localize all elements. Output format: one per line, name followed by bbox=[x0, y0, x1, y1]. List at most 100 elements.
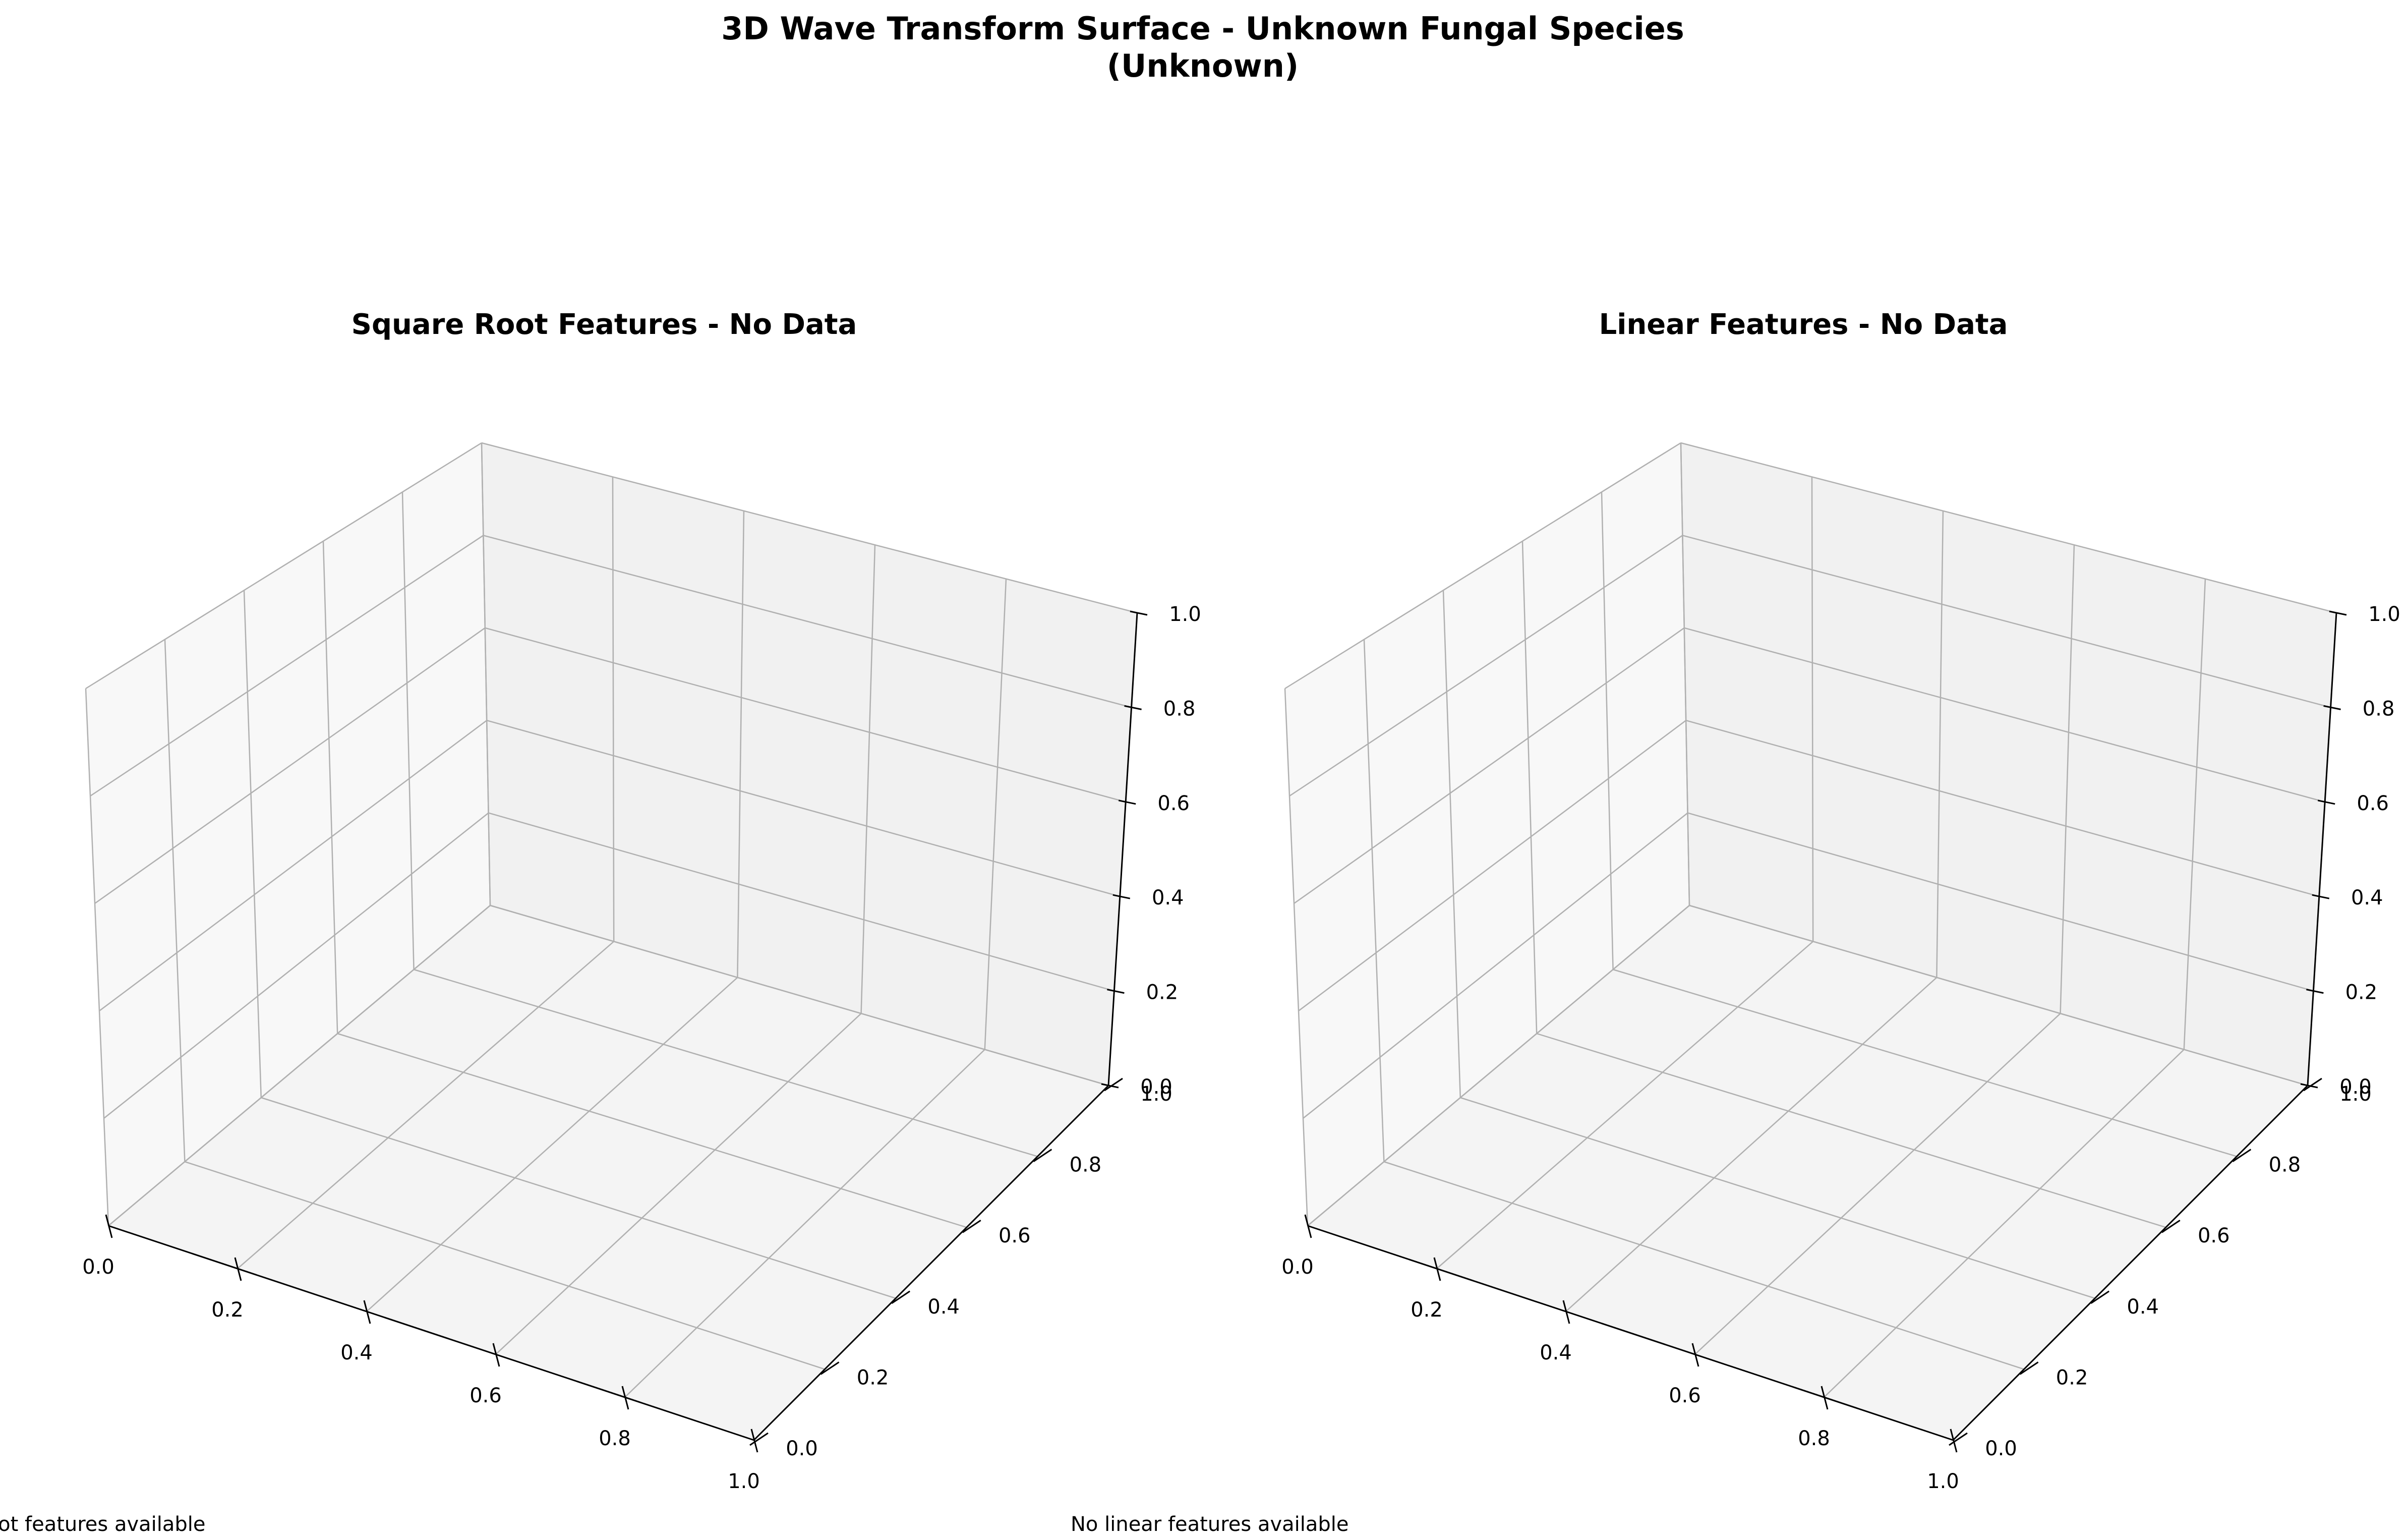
x-tick-label: 0.2 bbox=[211, 1298, 244, 1322]
x-tick bbox=[1433, 1257, 1441, 1281]
y-axis-line bbox=[753, 1085, 1109, 1441]
x-axis-line bbox=[108, 1225, 754, 1441]
y-tick bbox=[2161, 1219, 2181, 1233]
x-tick-label: 0.0 bbox=[82, 1256, 114, 1279]
x-tick-label: 0.6 bbox=[469, 1384, 502, 1407]
y-tick bbox=[1033, 1149, 1052, 1162]
x-tick-label: 0.8 bbox=[1798, 1427, 1830, 1450]
x-tick-label: 1.0 bbox=[1927, 1470, 1959, 1493]
left-gridline-z bbox=[108, 905, 491, 1226]
floor-gridline-x bbox=[1694, 1013, 2061, 1355]
z-tick bbox=[1101, 1083, 1119, 1089]
floor-gridline-y bbox=[1460, 1097, 2095, 1299]
left-gridline-y bbox=[164, 639, 186, 1162]
y-tick-label: 0.8 bbox=[1070, 1154, 1102, 1177]
left-gridline-z bbox=[85, 442, 482, 690]
y-tick bbox=[2303, 1077, 2322, 1092]
back-gridline-z bbox=[1689, 904, 2308, 1087]
floor-gridline-x bbox=[624, 1049, 985, 1398]
back-gridline-z bbox=[1684, 627, 2325, 803]
z-tick-label: 1.0 bbox=[1169, 603, 1201, 626]
y-tick bbox=[820, 1361, 840, 1375]
z-tick-label: 0.4 bbox=[1152, 886, 1184, 909]
x-tick bbox=[1691, 1343, 1699, 1367]
y-axis-line bbox=[1952, 1085, 2309, 1441]
z-tick bbox=[1124, 705, 1142, 710]
left-gridline-y bbox=[1363, 639, 1385, 1162]
z-tick-label: 1.0 bbox=[2368, 603, 2400, 626]
floor-gridline-y bbox=[1384, 1161, 2024, 1370]
z-tick-label: 0.8 bbox=[2363, 697, 2395, 720]
left-gridline-z bbox=[1298, 720, 1686, 1012]
x-tick-label: 1.0 bbox=[728, 1470, 760, 1493]
x-tick-label: 0.4 bbox=[340, 1341, 373, 1364]
back-gridline-z bbox=[483, 535, 1132, 708]
back-gridline-x bbox=[2183, 579, 2206, 1050]
y-tick-label: 0.4 bbox=[927, 1295, 960, 1319]
z-tick bbox=[2323, 705, 2341, 710]
x-tick bbox=[1304, 1214, 1312, 1238]
left-gridline-z bbox=[1307, 905, 1690, 1226]
z-tick bbox=[2306, 989, 2324, 994]
left-pane bbox=[1285, 443, 1689, 1226]
floor-gridline-y bbox=[337, 1033, 967, 1228]
z-tick-label: 0.0 bbox=[2339, 1075, 2372, 1099]
x-tick bbox=[1950, 1429, 1958, 1453]
subplot-title: Square Root Features - No Data bbox=[351, 308, 857, 341]
floor-gridline-y bbox=[414, 968, 1038, 1157]
floor-gridline-x bbox=[1565, 977, 1937, 1312]
z-tick-label: 0.2 bbox=[2345, 981, 2378, 1004]
back-gridline-z bbox=[488, 812, 1114, 992]
z-tick-label: 0.2 bbox=[1146, 981, 1179, 1004]
x-axis-line bbox=[1307, 1225, 1954, 1441]
back-gridline-x bbox=[2060, 545, 2075, 1014]
back-gridline-x bbox=[1680, 442, 1690, 906]
x-tick bbox=[621, 1386, 629, 1410]
back-pane bbox=[482, 443, 1137, 1086]
y-tick-label: 0.0 bbox=[1985, 1437, 2017, 1460]
z-tick bbox=[2300, 1083, 2318, 1089]
z-tick-label: 0.8 bbox=[1163, 697, 1196, 720]
floor-gridline-y bbox=[261, 1097, 896, 1299]
back-gridline-x bbox=[984, 579, 1007, 1050]
floor-gridline-x bbox=[495, 1013, 862, 1355]
y-tick-label: 0.2 bbox=[2056, 1366, 2088, 1389]
left-gridline-z bbox=[99, 720, 487, 1012]
back-gridline-x bbox=[737, 510, 745, 978]
x-tick bbox=[750, 1429, 758, 1453]
floor-gridline-y bbox=[1613, 968, 2237, 1157]
floor-pane bbox=[1308, 905, 2308, 1440]
y-tick bbox=[2232, 1149, 2252, 1162]
left-gridline-z bbox=[103, 812, 489, 1119]
x-tick bbox=[363, 1300, 371, 1324]
left-gridline-y bbox=[85, 688, 109, 1226]
back-gridline-z bbox=[481, 442, 1138, 614]
y-tick-label: 1.0 bbox=[2339, 1082, 2372, 1106]
x-tick-label: 0.0 bbox=[1281, 1256, 1314, 1279]
y-tick bbox=[962, 1219, 981, 1233]
x-tick-label: 0.4 bbox=[1540, 1341, 1572, 1364]
y-tick bbox=[2090, 1290, 2110, 1304]
floor-pane bbox=[108, 905, 1108, 1440]
y-tick bbox=[891, 1290, 911, 1304]
back-gridline-x bbox=[1811, 477, 1814, 942]
x-tick bbox=[492, 1343, 500, 1367]
plot-linear-features: 0.00.20.40.60.81.00.00.20.40.60.81.00.00… bbox=[1071, 308, 2400, 1536]
floor-gridline-x bbox=[1436, 941, 1814, 1269]
figure-title: 3D Wave Transform Surface - Unknown Fung… bbox=[721, 10, 1684, 47]
back-gridline-z bbox=[486, 719, 1121, 897]
floor-gridline-x bbox=[237, 941, 615, 1269]
x-tick-label: 0.2 bbox=[1411, 1298, 1443, 1322]
z-tick bbox=[2317, 800, 2335, 805]
x-tick-label: 0.6 bbox=[1669, 1384, 1701, 1407]
z-tick-label: 0.4 bbox=[2351, 886, 2383, 909]
back-gridline-z bbox=[1687, 812, 2314, 992]
z-tick bbox=[1107, 989, 1125, 994]
z-tick-label: 0.0 bbox=[1140, 1075, 1172, 1099]
left-gridline-y bbox=[243, 590, 262, 1098]
left-gridline-y bbox=[1521, 541, 1538, 1034]
left-gridline-y bbox=[401, 492, 415, 970]
y-tick-label: 0.2 bbox=[857, 1366, 889, 1389]
left-gridline-z bbox=[1284, 442, 1681, 690]
